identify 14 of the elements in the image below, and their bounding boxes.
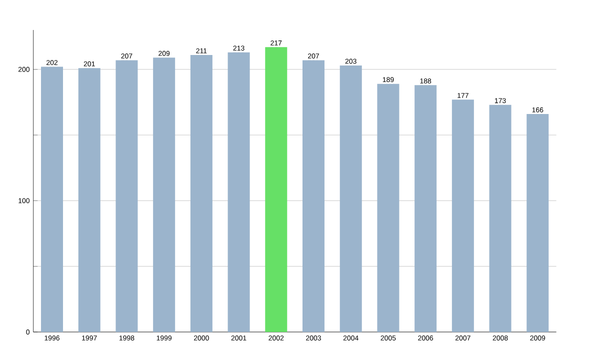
bar [116, 60, 138, 332]
bar [265, 47, 288, 332]
bar [78, 68, 100, 332]
bar [414, 85, 437, 332]
bar [489, 104, 512, 332]
bar [190, 54, 212, 332]
bar [228, 52, 250, 332]
bar [452, 100, 474, 332]
bar [153, 58, 176, 332]
bar [340, 65, 362, 332]
bar [526, 114, 549, 332]
bar [41, 66, 64, 332]
bar [377, 84, 400, 332]
bar [302, 60, 324, 332]
